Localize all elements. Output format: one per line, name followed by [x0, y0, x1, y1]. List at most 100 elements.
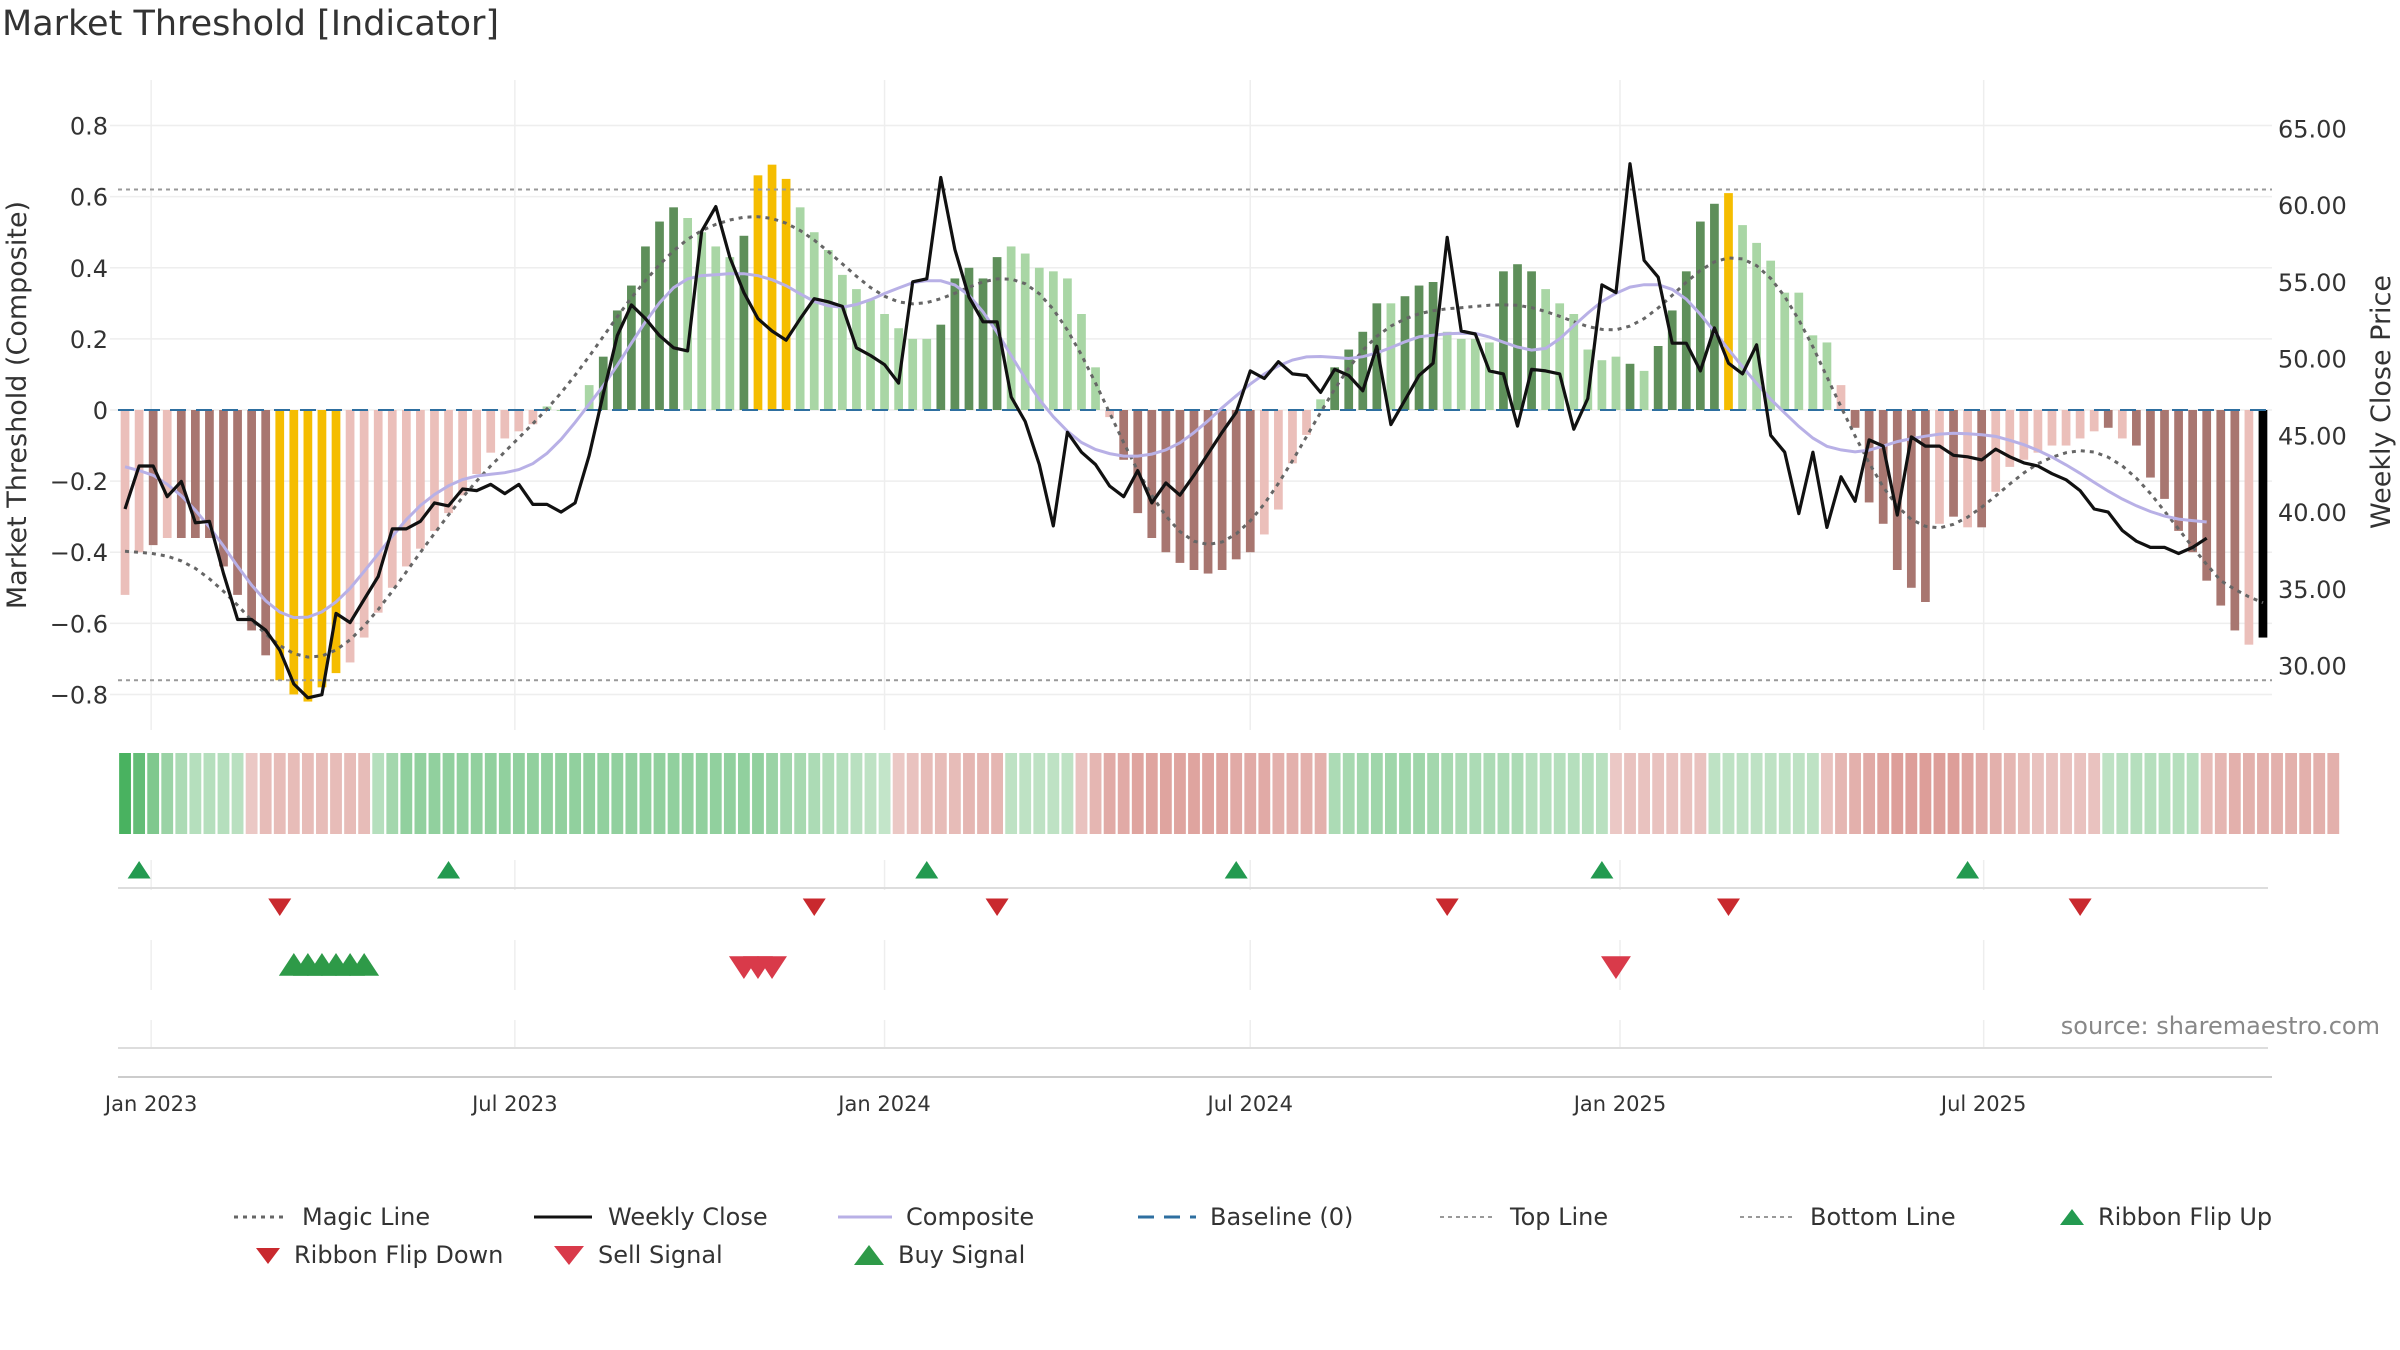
- ribbon-cell: [189, 753, 202, 834]
- grid-layer: [110, 80, 2272, 1078]
- x-tick-label: Jan 2024: [836, 1092, 931, 1116]
- lines-layer: [118, 162, 2272, 700]
- ribbon-cell: [1005, 753, 1018, 834]
- threshold-bar: [387, 410, 397, 588]
- legend-label: Sell Signal: [598, 1241, 723, 1269]
- ribbon-cell: [301, 753, 314, 834]
- ribbon-cell: [1835, 753, 1847, 834]
- right-tick-label: 55.00: [2278, 269, 2347, 297]
- ribbon-cell: [1370, 753, 1383, 834]
- ribbon-cell: [639, 753, 652, 834]
- ribbon-cell: [892, 753, 905, 834]
- ribbon-cell: [2144, 753, 2157, 834]
- threshold-bar: [359, 410, 369, 638]
- threshold-bar: [500, 410, 510, 439]
- ribbon-cell: [1511, 753, 1524, 834]
- ribbon-cell: [1680, 753, 1693, 834]
- threshold-bar: [1456, 338, 1466, 410]
- ribbon-cell: [484, 753, 497, 834]
- threshold-bar: [1358, 331, 1368, 410]
- threshold-bar: [2047, 410, 2057, 446]
- triangle-up-icon: [2060, 1209, 2084, 1225]
- threshold-bar: [823, 250, 833, 410]
- ribbon-cell: [1722, 753, 1735, 834]
- legend-item-baseline: Baseline (0): [1136, 1198, 1353, 1236]
- ribbon-cell: [259, 753, 272, 834]
- ribbon-cell: [1441, 753, 1454, 834]
- ribbon-cell: [1863, 753, 1876, 834]
- ribbon-cell: [1989, 753, 2002, 834]
- ribbon-cell: [822, 753, 835, 834]
- ribbon-cell: [1061, 753, 1074, 834]
- triangle-down-large-icon: [554, 1246, 584, 1265]
- ribbon-cell: [1933, 753, 1946, 834]
- ribbon-cell: [583, 753, 596, 834]
- right-tick-label: 40.00: [2278, 499, 2347, 527]
- threshold-bar: [2089, 410, 2099, 432]
- ribbon-cell: [1272, 753, 1285, 834]
- left-tick-label: 0.2: [70, 326, 108, 354]
- ribbon-cell: [1300, 753, 1313, 834]
- threshold-bar: [1048, 271, 1058, 410]
- ribbon-cell: [625, 753, 638, 834]
- ribbon-flip-up-marker: [1590, 861, 1614, 879]
- threshold-bar: [331, 410, 341, 674]
- ribbon-cell: [2060, 753, 2072, 834]
- ribbon-cell: [1131, 753, 1144, 834]
- ribbon-cell: [1891, 753, 1904, 834]
- x-tick-label: Jul 2025: [1939, 1092, 2026, 1116]
- threshold-bar: [838, 274, 847, 410]
- threshold-bar: [486, 410, 496, 453]
- ribbon-cell: [667, 753, 680, 834]
- ribbon-cell: [1216, 753, 1229, 834]
- threshold-bar: [2160, 410, 2169, 499]
- legend-item-ribbon-flip-down: Ribbon Flip Down: [254, 1236, 503, 1274]
- threshold-bar: [753, 175, 763, 410]
- x-tick-label: Jul 2024: [1206, 1092, 1293, 1116]
- chart-title: Market Threshold [Indicator]: [2, 4, 500, 44]
- threshold-bar: [795, 207, 805, 410]
- legend-label: Buy Signal: [898, 1241, 1026, 1269]
- threshold-bar: [1203, 410, 1213, 574]
- ribbon-cell: [611, 753, 624, 834]
- threshold-bar: [1020, 253, 1030, 410]
- threshold-bar: [1555, 303, 1565, 410]
- ribbon-cell: [597, 753, 610, 834]
- threshold-bar: [697, 232, 707, 410]
- threshold-bar: [683, 218, 693, 410]
- threshold-bar: [1161, 410, 1171, 553]
- ribbon-cell: [1905, 753, 1918, 834]
- threshold-bar: [1527, 271, 1536, 410]
- ribbon-cell: [386, 753, 399, 834]
- ribbon-cell: [2032, 753, 2044, 834]
- legend-item-magic-line: Magic Line: [232, 1198, 430, 1236]
- threshold-bar: [950, 278, 960, 410]
- threshold-bar: [289, 410, 299, 695]
- ribbon-cell: [2257, 753, 2269, 834]
- ribbon-layer: [119, 753, 2340, 834]
- threshold-bar: [739, 235, 749, 410]
- threshold-bar: [1822, 342, 1832, 410]
- threshold-bar: [472, 410, 482, 474]
- threshold-bar: [2174, 410, 2183, 531]
- ribbon-cell: [1638, 753, 1650, 834]
- threshold-bar: [1808, 335, 1818, 410]
- ribbon-cell: [1694, 753, 1707, 834]
- threshold-bar: [1583, 349, 1593, 410]
- legend-label: Ribbon Flip Up: [2098, 1203, 2273, 1231]
- threshold-bar: [1372, 303, 1382, 410]
- threshold-bar: [444, 410, 453, 514]
- threshold-bar: [1653, 346, 1663, 410]
- left-tick-label: −0.4: [50, 539, 108, 567]
- threshold-bar: [1091, 367, 1100, 410]
- threshold-bar: [1906, 410, 1916, 588]
- threshold-bar: [1189, 410, 1199, 570]
- ribbon-cell: [2228, 753, 2241, 834]
- ribbon-cell: [977, 753, 989, 834]
- threshold-bar: [767, 164, 777, 410]
- threshold-bar: [2033, 410, 2043, 453]
- ribbon-cell: [2200, 753, 2213, 834]
- ribbon-cell: [1286, 753, 1299, 834]
- threshold-bar: [1006, 246, 1016, 410]
- threshold-bar: [781, 178, 791, 410]
